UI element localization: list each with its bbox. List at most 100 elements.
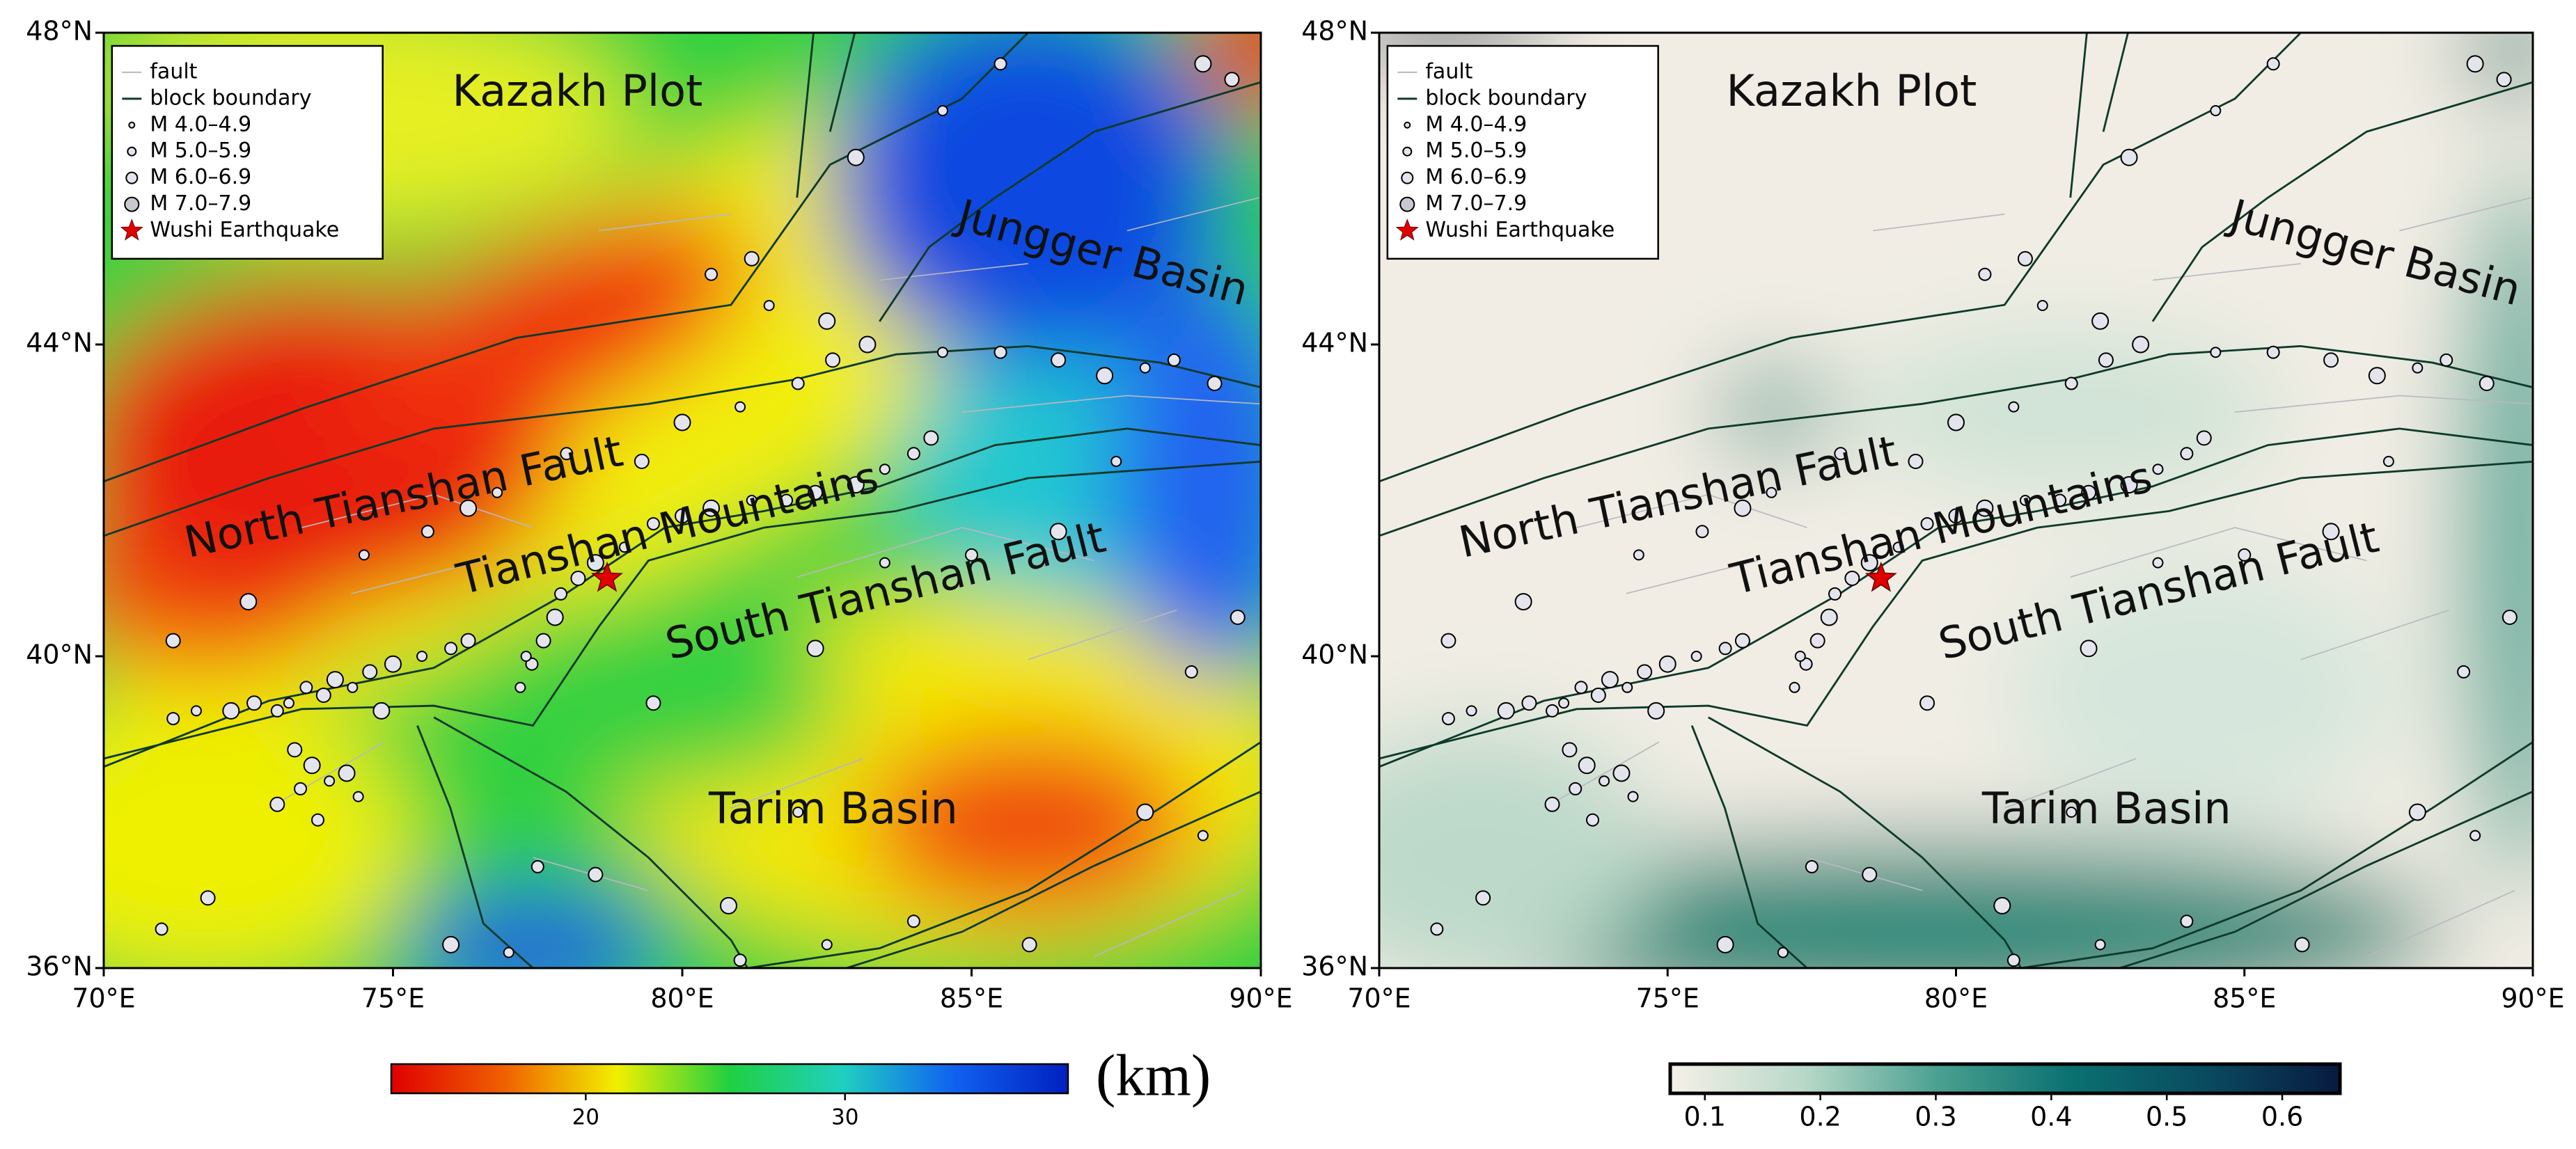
earthquake: [2006, 953, 2020, 967]
earthquake: [879, 463, 890, 475]
earthquake: [2210, 105, 2222, 116]
colorbar-tick-label: 0.4: [2030, 1102, 2072, 1132]
earthquake: [421, 525, 434, 539]
x-tick-label: 75°E: [1636, 983, 1699, 1014]
legend-label: Wushi Earthquake: [150, 218, 339, 242]
earthquake: [994, 345, 1007, 359]
earthquake: [1820, 608, 1838, 626]
earthquake: [1794, 651, 1806, 662]
earthquake: [2466, 55, 2484, 73]
earthquake: [1637, 664, 1653, 680]
earthquake: [1976, 499, 1994, 517]
earthquake: [735, 401, 746, 413]
earthquake: [2064, 377, 2078, 390]
colorbar-tick-label: 0.3: [1915, 1102, 1956, 1132]
earthquake: [2081, 484, 2097, 500]
earthquake: [1440, 633, 1456, 649]
earthquake: [847, 476, 865, 494]
region-label: Tarim Basin: [1981, 783, 2231, 834]
earthquake: [525, 657, 539, 671]
y-tick-label: 40°N: [1301, 640, 1368, 670]
earthquake: [1021, 937, 1037, 953]
earthquake: [1197, 830, 1209, 841]
earthquake: [1546, 704, 1560, 718]
region-label: Kazakh Plot: [1726, 65, 1977, 116]
earthquake: [746, 495, 757, 506]
earthquake: [2017, 251, 2033, 267]
earthquake: [515, 681, 526, 693]
earthquake: [384, 655, 402, 673]
earthquake: [806, 640, 824, 658]
earthquake: [460, 633, 476, 649]
earthquake: [2152, 557, 2164, 569]
earthquake: [269, 796, 285, 812]
legend-symbol: [128, 121, 136, 129]
earthquake: [1599, 775, 1610, 787]
earthquake: [1860, 554, 1878, 572]
earthquake: [222, 702, 240, 720]
earthquake: [239, 593, 258, 611]
earthquake: [1562, 742, 1578, 758]
earthquake: [372, 702, 391, 720]
legend-label: block boundary: [150, 86, 311, 110]
earthquake: [2440, 353, 2453, 367]
earthquake: [1908, 454, 1924, 469]
colorbar-tick-label: 30: [831, 1105, 858, 1130]
legend-symbol: [127, 146, 137, 157]
legend-label: M 7.0–7.9: [1425, 191, 1527, 216]
legend-label: fault: [150, 59, 197, 84]
earthquake: [2238, 548, 2252, 562]
earthquake: [923, 430, 939, 446]
earthquake: [588, 866, 604, 882]
x-tick-label: 85°E: [2213, 983, 2276, 1014]
earthquake: [1497, 702, 1515, 720]
earthquake: [560, 447, 574, 461]
earthquake: [1805, 859, 1819, 873]
earthquake: [1734, 633, 1750, 649]
x-tick-label: 90°E: [2501, 983, 2564, 1014]
earthquake: [1521, 695, 1537, 711]
region-label: Tarim Basin: [708, 783, 958, 834]
earthquake: [2053, 493, 2067, 507]
earthquake: [1590, 688, 1606, 703]
earthquake: [825, 352, 841, 368]
earthquake: [1194, 55, 1212, 73]
mainshock-star: [590, 561, 623, 592]
y-tick-label: 44°N: [1301, 328, 1368, 358]
earthquake: [1690, 651, 1702, 662]
x-tick-label: 70°E: [72, 983, 135, 1014]
earthquake: [2457, 665, 2471, 679]
earthquake: [2098, 352, 2114, 368]
earthquake: [503, 946, 515, 958]
earthquake: [2132, 335, 2150, 354]
earthquake: [352, 791, 364, 802]
mainshock-star: [1864, 561, 1897, 592]
earthquake: [1110, 456, 1122, 467]
earthquake: [645, 695, 661, 711]
earthquake: [283, 697, 294, 709]
earthquake: [1766, 486, 1777, 498]
earthquake: [1920, 517, 1934, 531]
legend-label: M 6.0–6.9: [150, 165, 251, 189]
x-tick-label: 75°E: [361, 983, 425, 1014]
colorbar-tick-label: 0.5: [2146, 1102, 2188, 1132]
earthquake: [1844, 571, 1860, 586]
earthquake: [1139, 362, 1151, 374]
colorbar-unit: (km): [1096, 1043, 1211, 1109]
legend-symbol: [120, 219, 143, 241]
earthquake: [2266, 345, 2280, 359]
earthquake: [324, 775, 336, 787]
legend-label: M 5.0–5.9: [150, 138, 251, 163]
colorbar: [390, 1063, 1069, 1095]
earthquake: [1828, 587, 1842, 601]
earthquake: [780, 493, 794, 507]
earthquake: [1892, 541, 1904, 553]
earthquake: [362, 664, 378, 680]
earthquake: [311, 813, 324, 827]
x-tick-label: 85°E: [940, 983, 1003, 1014]
earthquake: [1049, 523, 1067, 541]
y-tick-label: 48°N: [1301, 16, 1368, 47]
earthquake: [1544, 796, 1560, 812]
